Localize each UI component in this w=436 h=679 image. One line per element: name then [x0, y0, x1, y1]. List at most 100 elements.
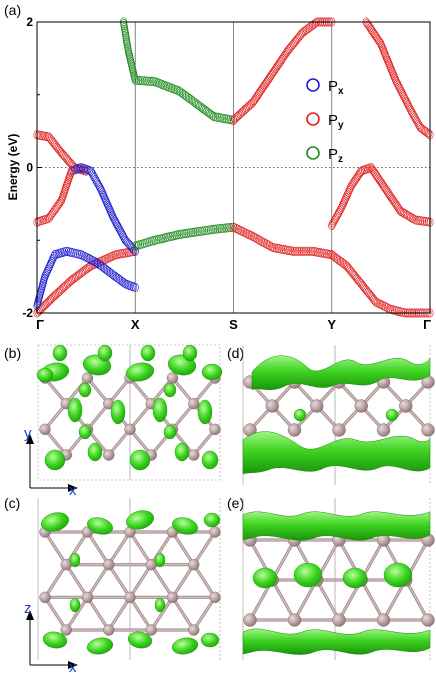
band-point — [425, 129, 433, 139]
band-point — [109, 212, 117, 222]
band-point — [231, 223, 239, 233]
bond-highlight — [44, 531, 67, 566]
band-point — [380, 301, 388, 311]
band-point — [311, 18, 319, 28]
band-point — [81, 251, 89, 261]
band-point — [117, 228, 125, 238]
legend-subscript: x — [338, 86, 344, 97]
bond-highlight — [193, 596, 216, 631]
band-point — [405, 103, 413, 113]
band-point — [374, 298, 382, 308]
band-point — [335, 208, 343, 218]
band-series — [120, 17, 238, 125]
band-point — [79, 251, 87, 261]
band-point — [301, 246, 309, 256]
band-point — [239, 227, 247, 237]
band-point — [399, 90, 407, 100]
atom — [287, 613, 302, 627]
band-point — [240, 106, 248, 116]
x-tick-label: Γ — [423, 317, 431, 332]
bond-highlight — [271, 579, 296, 621]
structure-panel-d — [242, 345, 435, 485]
atom — [376, 613, 391, 627]
x-tick-label: X — [131, 317, 140, 332]
band-point — [85, 254, 93, 264]
y-tick-label: 2 — [26, 15, 33, 29]
band-point — [45, 296, 53, 306]
atom — [399, 399, 413, 413]
band-point — [330, 216, 338, 226]
bond-highlight — [150, 531, 174, 566]
band-point — [413, 116, 421, 126]
band-point — [52, 290, 60, 300]
orbital-lobe — [174, 442, 190, 462]
band-point — [90, 171, 98, 181]
band-point — [87, 255, 95, 265]
axis-x-label: x — [69, 659, 77, 676]
orbital-lobe — [52, 344, 68, 362]
band-point — [246, 230, 254, 240]
band-point — [119, 231, 127, 241]
band-point — [252, 233, 260, 243]
orbital-lobe — [293, 408, 307, 422]
band-point — [377, 299, 385, 309]
band-point — [415, 121, 423, 131]
band-point — [42, 299, 50, 309]
bond-highlight — [271, 539, 296, 581]
band-point — [355, 169, 363, 179]
band-point — [208, 111, 216, 121]
orbital-band — [242, 431, 431, 475]
band-point — [329, 217, 337, 227]
atom — [39, 591, 51, 604]
band-point — [57, 285, 65, 295]
band-point — [142, 76, 150, 86]
band-point — [398, 88, 406, 98]
band-point — [55, 198, 63, 208]
band-point — [58, 284, 66, 294]
band-point — [92, 176, 100, 186]
band-point — [261, 238, 269, 248]
band-point — [241, 104, 249, 114]
orbital-lobe — [197, 399, 213, 425]
atom — [145, 624, 157, 636]
orbital-lobe — [342, 567, 368, 589]
bond-highlight — [171, 564, 195, 598]
band-point — [405, 101, 413, 111]
band-point — [336, 206, 344, 216]
bond-highlight — [171, 596, 195, 631]
atom — [376, 423, 391, 437]
band-point — [239, 107, 247, 117]
x-tick-label: Γ — [36, 317, 44, 332]
band-point — [292, 246, 300, 256]
band-point — [93, 178, 101, 188]
orbital-isosurfaces — [242, 511, 431, 655]
orbital-lobe — [152, 397, 168, 423]
band-point — [290, 246, 298, 256]
band-series — [328, 163, 434, 231]
orbital-lobe — [129, 449, 151, 471]
band-point — [82, 252, 90, 262]
bond-highlight — [86, 531, 110, 566]
band-point — [396, 83, 404, 93]
band-point — [232, 113, 240, 123]
bond-highlight — [65, 564, 89, 598]
bond-highlight — [316, 579, 340, 621]
band-point — [102, 254, 110, 264]
orbital-lobe — [201, 363, 223, 381]
y-tick-label: 0 — [26, 161, 33, 175]
atom — [60, 624, 72, 636]
band-point — [230, 115, 238, 125]
legend-marker — [306, 146, 320, 160]
legend-subscript: y — [338, 120, 344, 131]
band-point — [92, 174, 100, 184]
bond-highlight — [44, 564, 67, 598]
band-point — [95, 181, 103, 191]
bond-highlight — [65, 531, 89, 566]
orbital-lobe — [163, 424, 177, 440]
band-point — [77, 250, 85, 260]
band-point — [382, 302, 390, 312]
band-point — [297, 29, 305, 39]
atom — [354, 399, 368, 413]
orbital-isosurfaces — [41, 510, 221, 655]
band-point — [44, 297, 52, 307]
